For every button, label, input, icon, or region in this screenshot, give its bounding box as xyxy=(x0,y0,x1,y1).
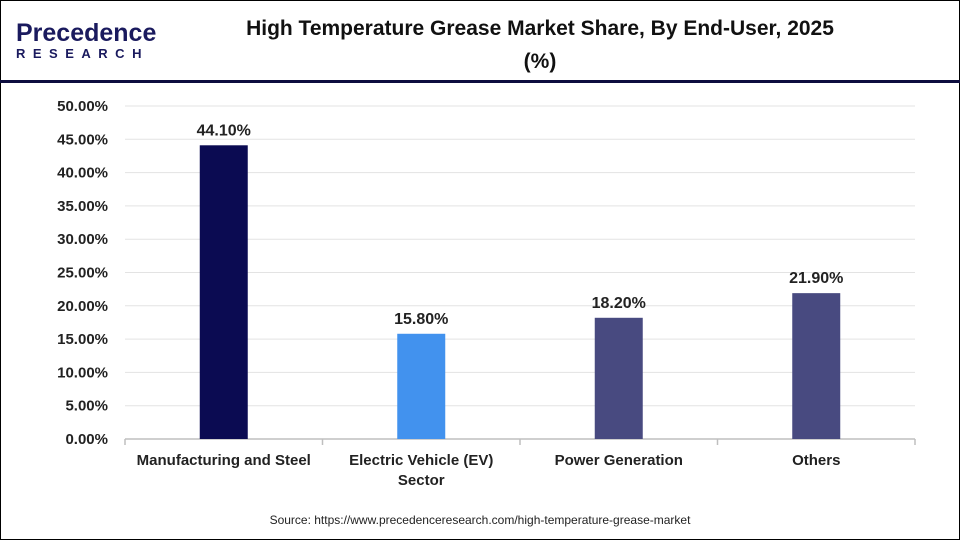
x-category-label: Others xyxy=(792,452,840,469)
y-tick-label: 20.00% xyxy=(57,298,108,315)
y-tick-label: 45.00% xyxy=(57,131,108,148)
data-label: 44.10% xyxy=(197,122,251,139)
x-category-label: Manufacturing and Steel xyxy=(137,452,311,469)
y-tick-label: 10.00% xyxy=(57,364,108,381)
y-tick-label: 30.00% xyxy=(57,231,108,248)
source-note: Source: https://www.precedenceresearch.c… xyxy=(269,513,691,527)
x-category-label: Power Generation xyxy=(555,452,683,469)
logo-line1: Precedence xyxy=(16,19,157,47)
header-divider xyxy=(0,80,960,83)
y-tick-label: 35.00% xyxy=(57,198,108,215)
precedence-research-logo: Precedence RESEARCH xyxy=(16,20,161,65)
bar xyxy=(199,145,248,439)
y-tick-label: 25.00% xyxy=(57,265,108,282)
data-label: 15.80% xyxy=(394,311,448,328)
logo-line2: RESEARCH xyxy=(16,46,149,61)
y-tick-label: 15.00% xyxy=(57,331,108,348)
chart-title: High Temperature Grease Market Share, By… xyxy=(246,17,834,73)
data-label: 21.90% xyxy=(789,270,843,287)
x-category-label: Sector xyxy=(398,472,445,489)
y-tick-label: 5.00% xyxy=(65,398,108,415)
x-category-label: Electric Vehicle (EV) xyxy=(349,452,493,469)
bar xyxy=(397,333,446,439)
y-tick-label: 40.00% xyxy=(57,165,108,182)
y-tick-label: 50.00% xyxy=(57,98,108,115)
bar xyxy=(594,317,643,439)
bar xyxy=(792,293,841,439)
data-label: 18.20% xyxy=(592,295,646,312)
y-tick-label: 0.00% xyxy=(65,431,108,448)
